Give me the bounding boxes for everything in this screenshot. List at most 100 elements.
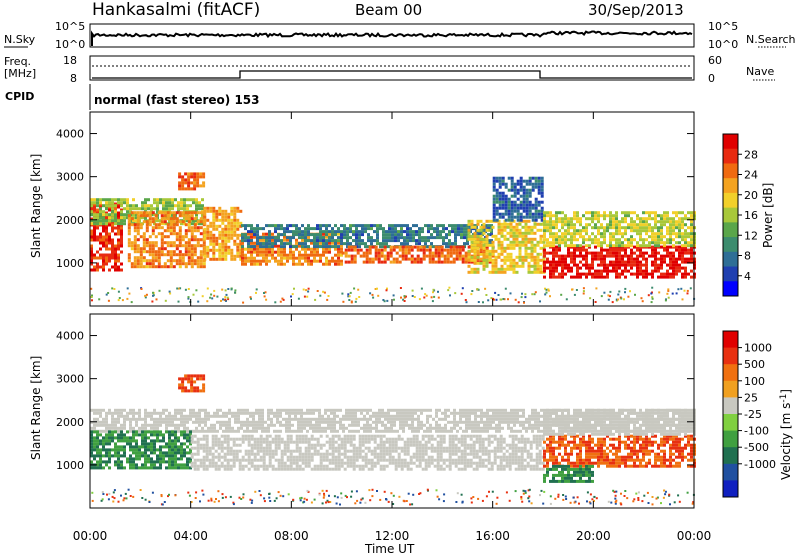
x-tick-label: 04:00 xyxy=(173,529,208,543)
beam-title: Beam 00 xyxy=(355,1,422,19)
echo-band xyxy=(190,434,545,471)
x-tick-label: 00:00 xyxy=(73,529,108,543)
colorbar-tick-label: 16 xyxy=(744,209,758,222)
x-axis-label: Time UT xyxy=(364,542,415,554)
velocity-colorbar-label: Velocity [m s-1] xyxy=(779,389,793,480)
colorbar-segment xyxy=(723,480,738,498)
colorbar-tick-label: -100 xyxy=(744,425,769,438)
noise-left-tick-bottom: 10^0 xyxy=(55,38,85,51)
power-panel: 1000 2000 3000 4000 Slant Range [km] 28 24 20… xyxy=(29,111,775,307)
colorbar-segment xyxy=(723,192,738,209)
power-colorbar-label: Power [dB] xyxy=(761,183,775,248)
nave-label: Nave xyxy=(746,65,774,78)
colorbar-tick-label: -25 xyxy=(744,408,762,421)
power-data xyxy=(90,172,696,304)
colorbar-segment xyxy=(723,430,738,448)
noise-panel: N.Sky 10^5 10^0 10^5 10^0 N.Search xyxy=(4,20,796,51)
echo-band xyxy=(467,219,546,274)
colorbar-tick-label: 100 xyxy=(744,375,765,388)
colorbar-tick-label: 24 xyxy=(744,169,758,182)
x-tick-label: 20:00 xyxy=(576,529,611,543)
power-y-label: Slant Range [km] xyxy=(29,154,43,258)
colorbar-segment xyxy=(723,237,738,253)
noise-right-label: N.Search xyxy=(746,33,796,46)
echo-band xyxy=(543,408,696,436)
echo-band xyxy=(203,206,243,261)
colorbar-tick-label: -500 xyxy=(744,441,769,454)
colorbar-segment xyxy=(723,266,738,282)
y-tick-label: 3000 xyxy=(56,373,84,386)
colorbar-tick-label: 25 xyxy=(744,391,758,404)
power-colorbar: 28 24 20 16 12 8 4 xyxy=(722,133,758,297)
colorbar-segment xyxy=(723,331,738,349)
velocity-panel: 1000 2000 3000 4000 Slant Range [km] 1000 50… xyxy=(29,313,793,509)
colorbar-tick-label: 1000 xyxy=(744,342,772,355)
cpid-label: CPID xyxy=(5,90,34,103)
echo-band xyxy=(543,211,696,248)
y-tick-label: 4000 xyxy=(56,330,84,343)
colorbar-segment xyxy=(723,251,738,268)
colorbar-segment xyxy=(723,447,738,465)
echo-band xyxy=(492,176,544,222)
freq-panel: Freq. [MHz] 18 8 60 0 Nave xyxy=(4,54,775,85)
y-tick-label: 1000 xyxy=(56,459,84,472)
colorbar-segment xyxy=(723,347,738,365)
colorbar-segment xyxy=(723,222,738,238)
noise-right-tick-top: 10^5 xyxy=(708,20,738,33)
colorbar-segment xyxy=(723,163,738,179)
y-tick-label: 2000 xyxy=(56,214,84,227)
echo-band xyxy=(90,202,123,272)
colorbar-tick-label: -1000 xyxy=(744,458,776,471)
noise-trace xyxy=(91,30,693,46)
colorbar-segment xyxy=(723,397,738,415)
colorbar-segment xyxy=(723,134,738,150)
colorbar-tick-label: 28 xyxy=(744,148,758,161)
colorbar-segment xyxy=(723,148,738,164)
velocity-colorbar: 1000 500 100 25 -25 -100 -500 -1000 xyxy=(722,330,776,498)
echo-band xyxy=(127,211,206,269)
colorbar-segment xyxy=(723,207,738,223)
colorbar-segment xyxy=(723,414,738,432)
velocity-y-label: Slant Range [km] xyxy=(29,356,43,460)
freq-tick-top: 18 xyxy=(63,54,77,67)
colorbar-tick-label: 500 xyxy=(744,358,765,371)
colorbar-segment xyxy=(723,463,738,481)
y-tick-label: 4000 xyxy=(56,128,84,141)
noise-left-tick-top: 10^5 xyxy=(55,20,85,33)
nave-tick-bottom: 0 xyxy=(708,72,715,85)
x-tick-label: 08:00 xyxy=(274,529,309,543)
station-title: Hankasalmi (fitACF) xyxy=(92,0,260,20)
echo-band xyxy=(241,224,493,249)
colorbar-segment xyxy=(723,178,738,194)
x-tick-label: 16:00 xyxy=(475,529,510,543)
x-tick-label: 00:00 xyxy=(677,529,712,543)
power-y-ticks: 1000 2000 3000 4000 xyxy=(56,128,694,270)
echo-band xyxy=(90,430,192,470)
freq-tick-bottom: 8 xyxy=(70,72,77,85)
noise-left-label: N.Sky xyxy=(4,33,36,46)
velocity-data xyxy=(90,374,696,506)
velocity-y-ticks: 1000 2000 3000 4000 xyxy=(56,330,694,472)
colorbar-tick-label: 4 xyxy=(744,270,751,283)
freq-trace xyxy=(92,70,692,79)
date-title: 30/Sep/2013 xyxy=(588,1,684,19)
cpid-text: normal (fast stereo) 153 xyxy=(94,93,260,107)
noise-right-tick-bottom: 10^0 xyxy=(708,38,738,51)
echo-band xyxy=(543,245,696,279)
freq-label-1: Freq. xyxy=(4,55,31,68)
colorbar-tick-label: 20 xyxy=(744,189,758,202)
x-axis-ticks: 00:00 04:00 08:00 12:00 16:00 20:00 00:00 xyxy=(73,112,712,543)
y-tick-label: 1000 xyxy=(56,257,84,270)
y-tick-label: 2000 xyxy=(56,416,84,429)
echo-band xyxy=(178,374,206,393)
colorbar-tick-label: 8 xyxy=(744,250,751,263)
echo-band xyxy=(178,172,206,191)
x-tick-label: 12:00 xyxy=(375,529,410,543)
nave-tick-top: 60 xyxy=(708,54,722,67)
y-tick-label: 3000 xyxy=(56,171,84,184)
colorbar-segment xyxy=(723,281,738,297)
freq-label-2: [MHz] xyxy=(4,67,36,80)
echo-band xyxy=(543,434,696,468)
near-range-speckle xyxy=(91,488,695,506)
